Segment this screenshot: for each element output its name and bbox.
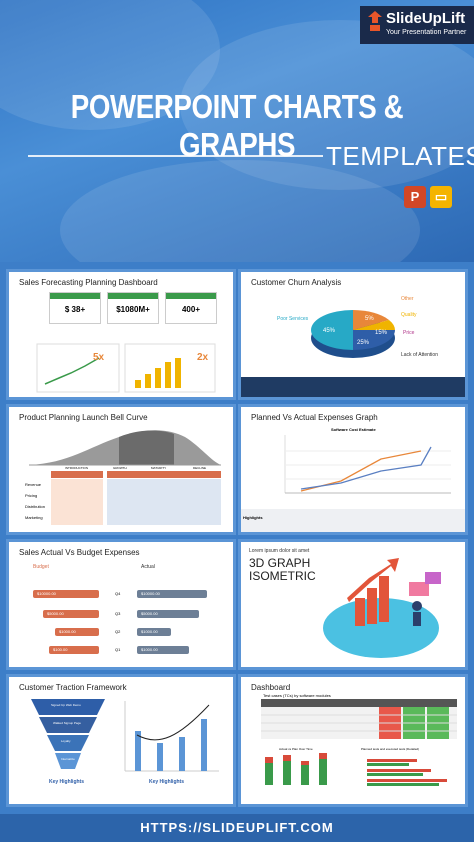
actual-value: $5000.00: [141, 611, 158, 616]
card-sales-forecasting[interactable]: Sales Forecasting Planning Dashboard $ 3…: [9, 272, 233, 397]
website-link[interactable]: HTTPS://SLIDEUPLIFT.COM: [140, 820, 334, 835]
key-highlights-label: Key Highlights: [49, 779, 85, 785]
row-label: Pricing: [25, 493, 38, 498]
highlights-label: Highlights: [243, 515, 263, 520]
lorem-text: Lorem ipsum dolor sit amet: [249, 548, 310, 554]
legend-label: Price: [403, 330, 415, 336]
dashboard-visuals: [261, 699, 457, 786]
hbar-chart-title: Planned tests and executed tests (Detail…: [361, 747, 420, 751]
traction-funnel-chart: [31, 699, 219, 772]
actual-value: $10000.00: [141, 591, 160, 596]
card-dashboard[interactable]: Dashboard Test cases (TCs) by software m…: [241, 677, 465, 804]
kpi-box: $ 38+: [49, 292, 101, 324]
funnel-stage: Loyalty: [61, 739, 71, 743]
actual-bar: [137, 628, 171, 636]
funnel-stage: Internalize: [61, 757, 75, 761]
table-title: Test cases (TCs) by software modules: [263, 693, 331, 698]
title-divider: [28, 155, 323, 157]
page-title: POWERPOINT CHARTS & GRAPHS: [70, 88, 404, 163]
budget-bar: [33, 590, 99, 598]
card-bell-curve[interactable]: Product Planning Launch Bell Curve INTRO…: [9, 407, 233, 532]
budget-value: $10000.00: [37, 591, 56, 596]
forecast-charts: [36, 343, 216, 393]
actual-bar: [137, 646, 189, 654]
card-customer-traction[interactable]: Customer Traction Framework Signed Up We…: [9, 677, 233, 804]
row-label: Revenue: [25, 482, 42, 487]
quarter-label: Q3: [115, 611, 121, 616]
powerpoint-icon: P: [404, 186, 426, 208]
stage-label: GROWTH: [113, 466, 127, 470]
key-highlights-label: Key Highlights: [149, 779, 185, 785]
card-title: Planned Vs Actual Expenses Graph: [251, 413, 378, 422]
chart-subtitle: Software Cost Estimate: [331, 427, 376, 432]
card-3d-graph[interactable]: Lorem ipsum dolor sit amet 3D GRAPH ISOM…: [241, 542, 465, 667]
actual-bar: [137, 590, 207, 598]
budget-value: $1000.00: [59, 629, 76, 634]
slice-label: 5%: [365, 316, 374, 322]
card-title: Sales Actual Vs Budget Expenses: [19, 548, 140, 557]
budget-value: $100.00: [53, 647, 68, 652]
growth-multiplier: 5x: [93, 352, 105, 363]
bar-chart-title: Actual vs Plan Over Time: [279, 747, 313, 751]
actual-value: $1000.00: [141, 629, 158, 634]
quarter-label: Q2: [115, 629, 121, 634]
card-sales-vs-budget[interactable]: Sales Actual Vs Budget Expenses Budget A…: [9, 542, 233, 667]
google-slides-icon: ▭: [430, 186, 452, 208]
isometric-illustration: [323, 558, 441, 658]
churn-pie-chart: [241, 310, 465, 397]
budget-value: $5000.00: [47, 611, 64, 616]
brand-name: SlideUpLift: [386, 10, 466, 27]
footer-bar: [0, 814, 474, 842]
actual-value: $1000.00: [141, 647, 158, 652]
legend-label: Quality: [401, 312, 417, 318]
row-label: Marketing: [25, 515, 43, 520]
brand-tagline: Your Presentation Partner: [386, 29, 467, 36]
funnel-stage: Signed Up Web Demo: [51, 703, 81, 707]
kpi-box: $1080M+: [107, 292, 159, 324]
card-title: Customer Churn Analysis: [251, 278, 342, 287]
budget-label: Budget: [33, 564, 49, 570]
kpi-value: $ 38+: [64, 305, 86, 314]
stage-label: DECLINE: [193, 466, 207, 470]
funnel-stage: Walked Signup Page: [53, 721, 81, 725]
kpi-value: 400+: [181, 305, 201, 314]
kpi-box: 400+: [165, 292, 217, 324]
actual-label: Actual: [141, 564, 155, 570]
budget-bar: [43, 610, 99, 618]
budget-bar: [49, 646, 99, 654]
budget-bar: [55, 628, 99, 636]
quarter-label: Q1: [115, 647, 121, 652]
kpi-value: $1080M+: [116, 305, 150, 314]
slice-label: 45%: [323, 328, 336, 334]
graph-title-line1: 3D GRAPH: [249, 556, 311, 570]
card-title: Product Planning Launch Bell Curve: [19, 413, 148, 422]
slice-label: 25%: [357, 340, 370, 346]
stage-label: INTRODUCTION: [65, 466, 88, 470]
expenses-line-chart: [241, 435, 465, 532]
card-title: Dashboard: [251, 683, 291, 692]
legend-label: Lack of Attention: [401, 352, 438, 358]
card-title: Customer Traction Framework: [19, 683, 127, 692]
graph-title-line2: ISOMETRIC: [249, 569, 316, 583]
bell-curve-chart: [29, 430, 221, 525]
legend-label: Poor Services: [277, 316, 309, 322]
card-planned-vs-actual[interactable]: Planned Vs Actual Expenses Graph Softwar…: [241, 407, 465, 532]
quarter-label: Q4: [115, 591, 121, 596]
card-customer-churn[interactable]: Customer Churn Analysis 45% 25% 15% 5% O…: [241, 272, 465, 397]
actual-bar: [137, 610, 199, 618]
row-label: Distribution: [25, 504, 46, 509]
stage-label: MATURITY: [151, 466, 167, 470]
legend-label: Other: [401, 296, 414, 302]
page-subtitle: TEMPLATES: [326, 141, 474, 171]
growth-multiplier: 2x: [197, 352, 209, 363]
slice-label: 15%: [375, 330, 388, 336]
slideuplift-logo-icon: [368, 11, 382, 31]
card-title: Sales Forecasting Planning Dashboard: [19, 278, 158, 287]
